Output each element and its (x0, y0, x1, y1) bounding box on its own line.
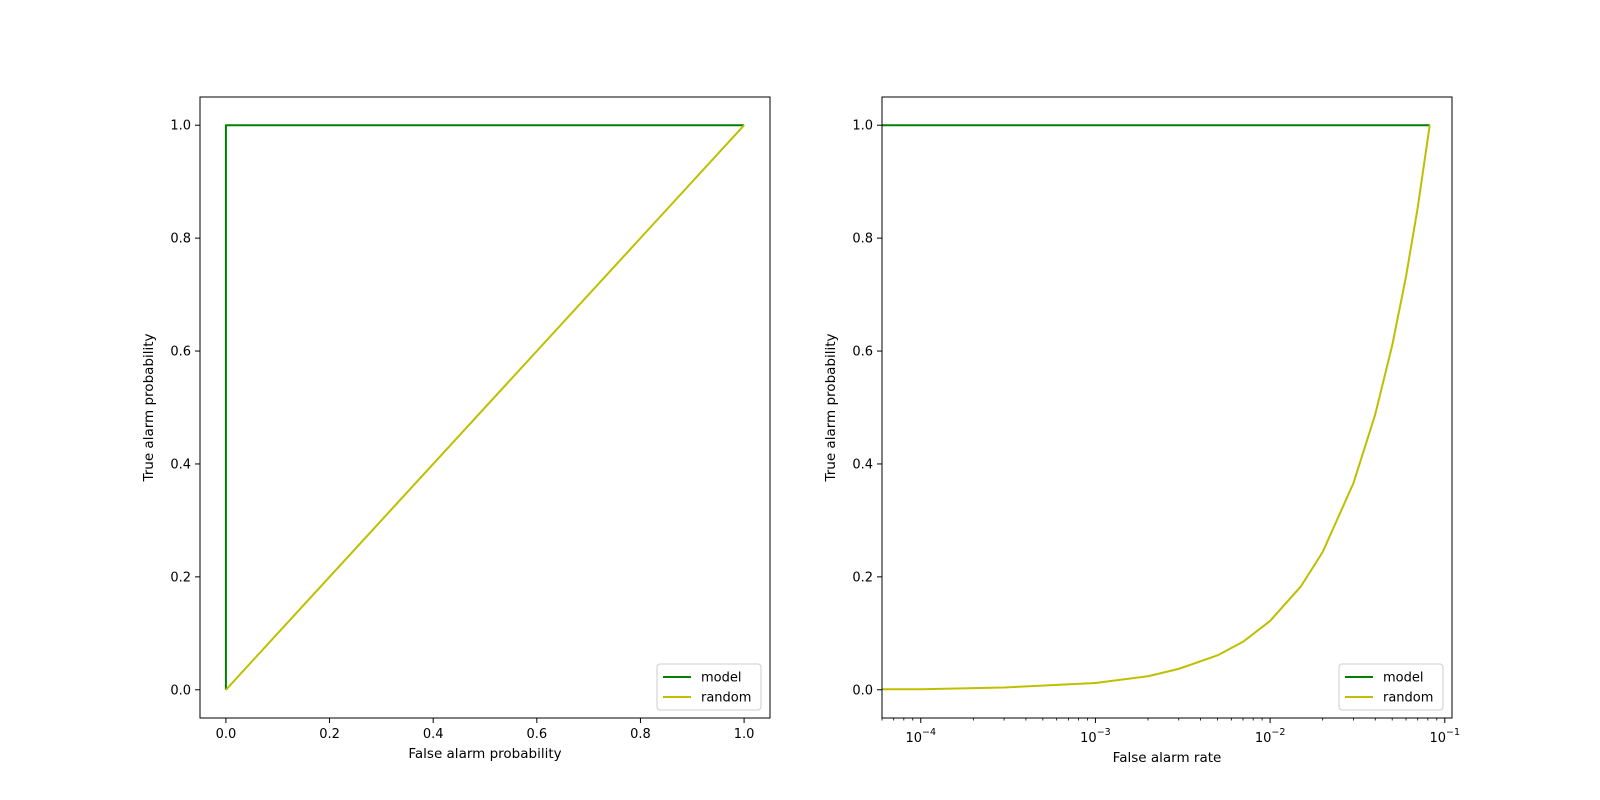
legend: model random (1338, 663, 1444, 711)
x-tick-label-base: 10 (1080, 731, 1097, 746)
legend-label-model: model (1383, 671, 1423, 686)
x-tick-label: 0.4 (423, 727, 444, 742)
x-tick-label-exponent: −1 (1446, 727, 1460, 738)
y-tick-label: 0.0 (852, 683, 873, 698)
x-tick-label-base: 10 (1429, 731, 1446, 746)
legend-label-random: random (701, 691, 751, 706)
y-tick-label: 1.0 (852, 119, 873, 134)
axes-frame (199, 96, 771, 719)
series-line-model (224, 124, 745, 690)
x-tick-label-exponent: −2 (1271, 727, 1285, 738)
legend-box (1338, 663, 1444, 711)
x-axis-label: False alarm probability (408, 746, 561, 762)
x-tick-label: 10−2 (1255, 727, 1286, 746)
y-axis-ticks: 0.0 0.2 0.4 0.6 0.8 1.0 (170, 119, 200, 698)
x-tick-label: 0.8 (630, 727, 651, 742)
y-axis-label: True alarm probability (141, 333, 157, 482)
x-tick-label-base: 10 (905, 731, 922, 746)
roc-panel-log: 10−4 10−3 10−2 10−10.00.20.40.60.81.0False … (823, 96, 1460, 766)
roc-panel-linear: 0.0 0.2 0.4 0.6 0.8 1.0 0.0 0.2 0.4 0.6 0.8 1.0 Fals… (141, 96, 771, 762)
x-tick-label: 1.0 (734, 727, 755, 742)
y-tick-label: 0.4 (852, 457, 873, 472)
y-tick-label: 0.4 (170, 457, 191, 472)
x-axis-ticks: 0.0 0.2 0.4 0.6 0.8 1.0 (216, 718, 755, 742)
x-axis-label: False alarm rate (1113, 750, 1222, 766)
x-tick-label-exponent: −3 (1097, 727, 1111, 738)
y-tick-label: 0.0 (170, 683, 191, 698)
x-tick-label-base: 10 (1255, 731, 1272, 746)
y-tick-label: 0.2 (170, 570, 191, 585)
y-tick-label: 0.2 (852, 570, 873, 585)
x-tick-label: 10−1 (1429, 727, 1460, 746)
series-group (224, 124, 745, 691)
x-tick-label: 0.6 (526, 727, 547, 742)
x-tick-label: 10−4 (905, 727, 936, 746)
y-axis-label: True alarm probability (823, 333, 839, 482)
y-tick-label: 0.8 (170, 232, 191, 247)
x-tick-label: 0.2 (319, 727, 340, 742)
series-line-random (225, 124, 745, 691)
series-group (882, 124, 1431, 691)
axes-frame (881, 96, 1453, 719)
y-tick-label: 0.6 (852, 345, 873, 360)
y-tick-label: 1.0 (170, 119, 191, 134)
y-axis-ticks: 0.0 0.2 0.4 0.6 0.8 1.0 (852, 119, 882, 698)
y-tick-label: 0.8 (852, 232, 873, 247)
x-axis-ticks: 10−4 10−3 10−2 10−1 (905, 718, 1460, 746)
legend-label-random: random (1383, 691, 1433, 706)
x-tick-label: 10−3 (1080, 727, 1111, 746)
x-tick-label-exponent: −4 (922, 727, 936, 738)
legend-label-model: model (701, 671, 741, 686)
x-tick-label: 0.0 (216, 727, 237, 742)
legend: model random (656, 663, 762, 711)
series-line-random (882, 125, 1431, 691)
legend-box (656, 663, 762, 711)
y-tick-label: 0.6 (170, 345, 191, 360)
